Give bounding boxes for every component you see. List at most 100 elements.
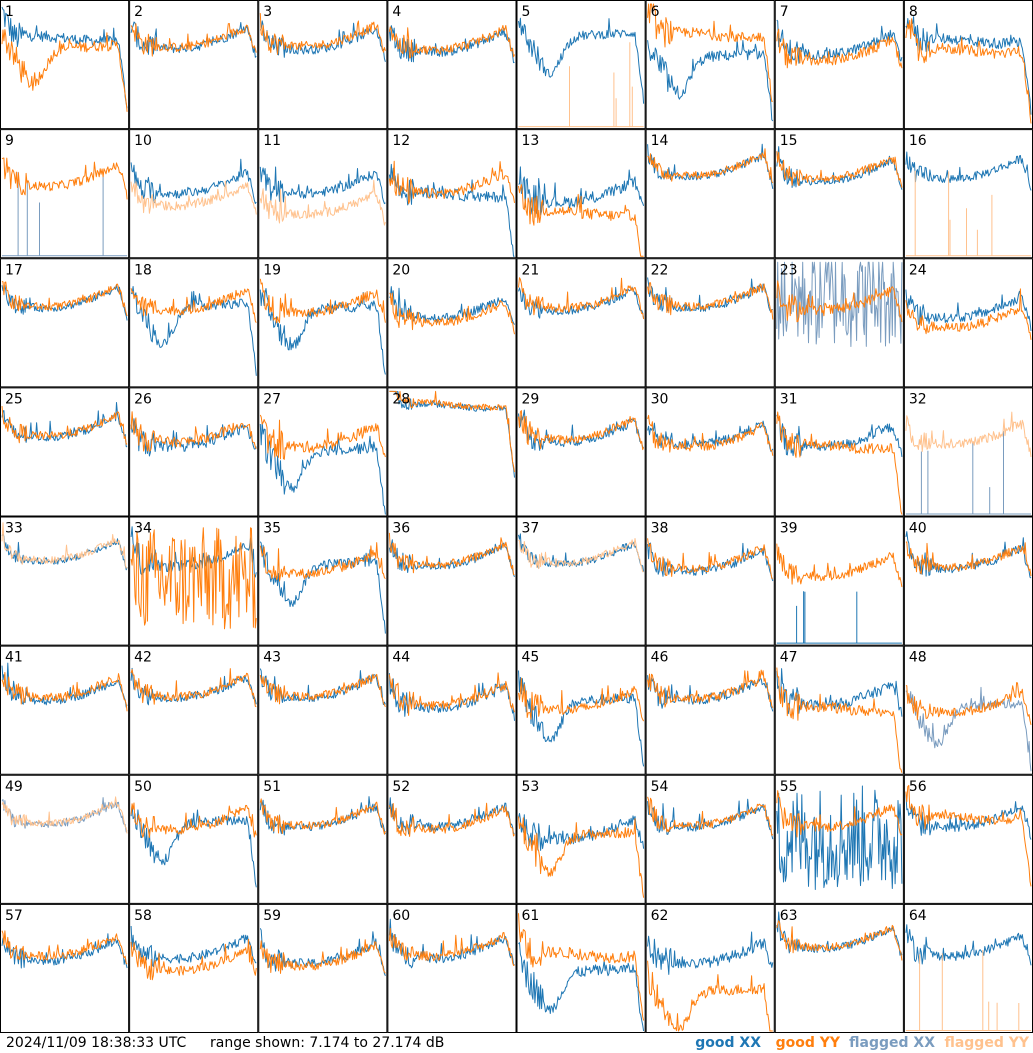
panel-frame — [387, 387, 517, 517]
panel-15: 15 — [774, 129, 904, 259]
panel-label: 57 — [5, 908, 23, 924]
panel-frame — [387, 774, 517, 904]
panel-frame — [0, 258, 130, 388]
panel-40: 40 — [903, 516, 1033, 646]
panel-label: 14 — [651, 133, 669, 149]
yy-series-line — [130, 802, 257, 838]
panel-frame — [903, 774, 1033, 904]
xx-series-line — [518, 17, 645, 104]
panel-38: 38 — [645, 516, 775, 646]
yy-series-line — [647, 148, 774, 184]
yy-series-line — [259, 939, 386, 974]
panel-label: 34 — [134, 521, 152, 537]
yy-series-line — [518, 184, 644, 257]
panel-label: 59 — [263, 908, 281, 924]
panel-7: 7 — [774, 0, 904, 130]
yy-series-line — [388, 672, 515, 716]
panel-frame — [645, 645, 775, 775]
panel-label: 50 — [134, 779, 152, 795]
panel-label: 24 — [909, 262, 927, 278]
yy-series-line — [259, 414, 386, 460]
panel-19: 19 — [258, 258, 388, 388]
xx-series-line — [1, 662, 128, 708]
panel-label: 37 — [522, 521, 540, 537]
yy-series-line — [1, 157, 128, 200]
yy-series-line — [905, 784, 1032, 887]
panel-56: 56 — [903, 774, 1033, 904]
xx-series-line — [776, 785, 903, 890]
panel-label: 47 — [780, 650, 798, 666]
panel-label: 21 — [522, 262, 540, 278]
panel-label: 60 — [392, 908, 410, 924]
panel-59: 59 — [258, 903, 388, 1033]
yy-series-line — [1, 522, 128, 569]
panel-frame — [258, 774, 388, 904]
panel-label: 11 — [263, 133, 281, 149]
xx-series-line — [647, 542, 774, 582]
panel-label: 63 — [780, 908, 798, 924]
legend-good-xx: good XX — [695, 1035, 761, 1051]
yy-series-line — [130, 668, 257, 708]
yy-series-line — [518, 42, 644, 128]
panel-label: 49 — [5, 779, 23, 795]
xx-series-line — [905, 16, 1032, 115]
panel-frame — [645, 129, 775, 259]
panel-47: 47 — [774, 645, 904, 775]
yy-series-line — [905, 288, 1032, 340]
panel-6: 6 — [645, 0, 775, 130]
panel-label: 25 — [5, 391, 23, 407]
panel-frame — [645, 0, 775, 130]
yy-series-line — [1, 672, 128, 712]
panel-label: 28 — [392, 391, 410, 407]
yy-series-line — [776, 280, 903, 323]
panel-label: 18 — [134, 262, 152, 278]
yy-series-line — [1, 796, 128, 834]
panel-60: 60 — [387, 903, 517, 1033]
yy-series-line — [518, 816, 645, 898]
panel-frame — [774, 129, 904, 259]
panel-label: 23 — [780, 262, 798, 278]
yy-series-line — [518, 677, 645, 722]
panel-frame — [516, 903, 646, 1033]
panel-30: 30 — [645, 387, 775, 517]
xx-series-line — [776, 414, 903, 457]
xx-series-line — [1, 402, 128, 448]
xx-series-line — [776, 911, 903, 956]
xx-series-line — [259, 166, 386, 205]
legend-flagged-xx: flagged XX — [849, 1035, 935, 1051]
panel-frame — [903, 129, 1033, 259]
panel-39: 39 — [774, 516, 904, 646]
yy-series-line — [388, 928, 515, 966]
yy-series-line — [518, 538, 644, 573]
panel-label: 46 — [651, 650, 669, 666]
panel-label: 44 — [392, 650, 410, 666]
panel-label: 7 — [780, 4, 789, 20]
panel-label: 43 — [263, 650, 281, 666]
panel-frame — [516, 387, 646, 517]
panel-53: 53 — [516, 774, 646, 904]
yy-series-line — [388, 532, 515, 576]
panel-64: 64 — [903, 903, 1033, 1033]
panel-label: 40 — [909, 521, 927, 537]
panel-23: 23 — [774, 258, 904, 388]
timestamp: 2024/11/09 18:38:33 UTC — [6, 1035, 187, 1051]
xx-series-line — [518, 286, 645, 319]
panel-33: 33 — [0, 516, 130, 646]
panel-14: 14 — [645, 129, 775, 259]
panel-27: 27 — [258, 387, 388, 517]
panel-label: 27 — [263, 391, 281, 407]
xx-series-line — [776, 668, 903, 717]
yy-series-line — [130, 23, 257, 57]
panel-label: 56 — [909, 779, 927, 795]
panel-label: 12 — [392, 133, 410, 149]
yy-series-line — [388, 25, 515, 59]
panel-62: 62 — [645, 903, 775, 1033]
panel-frame — [0, 645, 130, 775]
panel-46: 46 — [645, 645, 775, 775]
panel-label: 4 — [392, 4, 401, 20]
panel-frame — [129, 645, 259, 775]
yy-series-line — [259, 798, 386, 835]
yy-series-line — [130, 288, 257, 323]
panel-21: 21 — [516, 258, 646, 388]
